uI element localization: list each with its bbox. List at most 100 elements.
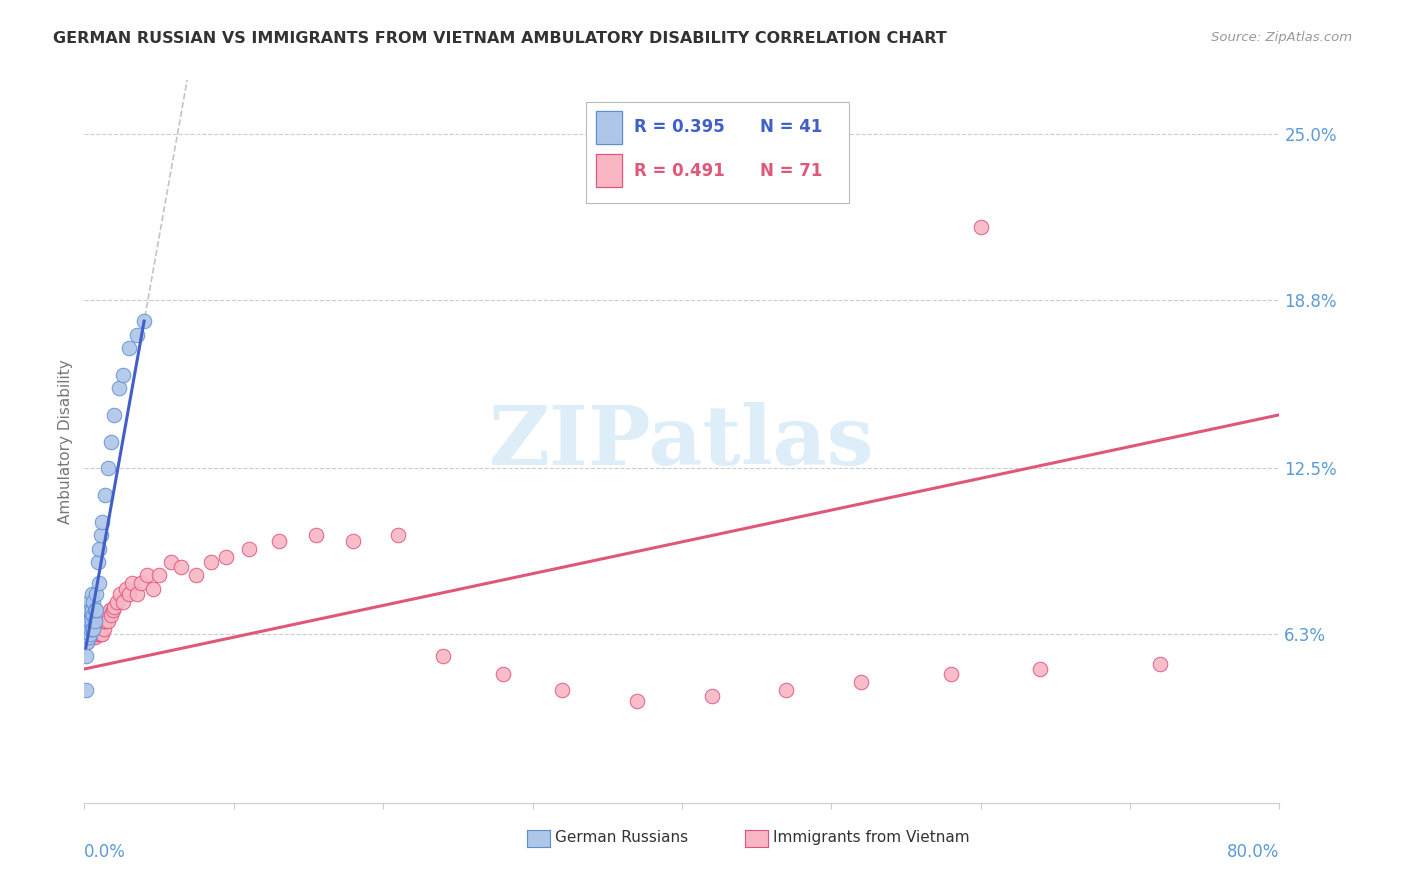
Point bbox=[77, 603, 100, 617]
Point bbox=[492, 667, 515, 681]
Text: German Russians: German Russians bbox=[555, 830, 689, 845]
Bar bbox=[596, 111, 623, 144]
Y-axis label: Ambulatory Disability: Ambulatory Disability bbox=[58, 359, 73, 524]
Text: ZIPatlas: ZIPatlas bbox=[489, 401, 875, 482]
Point bbox=[112, 595, 135, 609]
Point bbox=[90, 627, 112, 641]
Point bbox=[77, 595, 100, 609]
Text: N = 41: N = 41 bbox=[759, 119, 823, 136]
Point bbox=[125, 587, 148, 601]
Point bbox=[200, 555, 222, 569]
Point bbox=[76, 635, 98, 649]
Point bbox=[83, 614, 105, 628]
Point bbox=[100, 608, 122, 623]
Point bbox=[89, 622, 111, 636]
Point bbox=[432, 648, 454, 663]
Point bbox=[93, 614, 115, 628]
Point bbox=[83, 630, 105, 644]
Point bbox=[238, 541, 260, 556]
Point bbox=[103, 408, 125, 422]
Point bbox=[115, 582, 138, 596]
Point bbox=[77, 630, 100, 644]
Point bbox=[83, 603, 105, 617]
Point bbox=[91, 627, 114, 641]
Point bbox=[91, 515, 114, 529]
Point bbox=[267, 533, 290, 548]
Point bbox=[98, 603, 121, 617]
Point bbox=[79, 603, 101, 617]
Text: Immigrants from Vietnam: Immigrants from Vietnam bbox=[773, 830, 970, 845]
Point bbox=[103, 600, 125, 615]
Point bbox=[96, 608, 118, 623]
Point bbox=[107, 381, 129, 395]
Point bbox=[86, 616, 108, 631]
Point bbox=[77, 614, 100, 628]
Point bbox=[142, 582, 165, 596]
Point bbox=[170, 560, 193, 574]
Point bbox=[87, 619, 110, 633]
Point bbox=[79, 614, 101, 628]
Point bbox=[305, 528, 328, 542]
Point bbox=[76, 614, 98, 628]
Point bbox=[94, 488, 117, 502]
Point bbox=[79, 622, 101, 636]
Point bbox=[851, 675, 873, 690]
Point bbox=[215, 549, 238, 564]
Point bbox=[77, 622, 100, 636]
Point bbox=[129, 576, 152, 591]
Point bbox=[101, 603, 124, 617]
Point bbox=[82, 622, 104, 636]
Point bbox=[82, 608, 104, 623]
Point bbox=[100, 434, 122, 449]
Point bbox=[86, 603, 108, 617]
Point bbox=[1149, 657, 1171, 671]
Point bbox=[75, 630, 97, 644]
Point bbox=[91, 614, 114, 628]
Text: GERMAN RUSSIAN VS IMMIGRANTS FROM VIETNAM AMBULATORY DISABILITY CORRELATION CHAR: GERMAN RUSSIAN VS IMMIGRANTS FROM VIETNA… bbox=[53, 31, 948, 46]
Point bbox=[118, 587, 141, 601]
Point bbox=[342, 533, 364, 548]
Text: R = 0.395: R = 0.395 bbox=[634, 119, 725, 136]
Point bbox=[80, 622, 103, 636]
Point bbox=[1029, 662, 1052, 676]
Point bbox=[148, 568, 170, 582]
Point bbox=[89, 541, 111, 556]
Point bbox=[387, 528, 409, 542]
Point bbox=[80, 587, 103, 601]
Point bbox=[775, 683, 797, 698]
Point bbox=[132, 314, 156, 328]
Point bbox=[75, 683, 97, 698]
Point bbox=[79, 614, 101, 628]
Point bbox=[80, 603, 103, 617]
Text: 80.0%: 80.0% bbox=[1227, 843, 1279, 861]
Point bbox=[80, 630, 103, 644]
Point bbox=[86, 627, 108, 641]
Point bbox=[125, 327, 148, 342]
Point bbox=[121, 576, 143, 591]
Point bbox=[79, 627, 101, 641]
Point bbox=[700, 689, 723, 703]
Point bbox=[87, 627, 110, 641]
Text: N = 71: N = 71 bbox=[759, 161, 823, 179]
Point bbox=[83, 622, 105, 636]
Point bbox=[551, 683, 574, 698]
Point bbox=[90, 616, 112, 631]
Point bbox=[79, 622, 101, 636]
Point bbox=[86, 587, 108, 601]
Bar bbox=[596, 154, 623, 186]
Point bbox=[160, 555, 183, 569]
Point bbox=[112, 368, 135, 382]
Point bbox=[77, 630, 100, 644]
Point bbox=[76, 622, 98, 636]
Point bbox=[82, 595, 104, 609]
Point bbox=[77, 622, 100, 636]
Point bbox=[76, 627, 98, 641]
Point bbox=[97, 614, 120, 628]
Text: R = 0.491: R = 0.491 bbox=[634, 161, 725, 179]
Point bbox=[75, 648, 97, 663]
Point bbox=[90, 528, 112, 542]
Point bbox=[136, 568, 159, 582]
Point bbox=[80, 614, 103, 628]
Point bbox=[82, 619, 104, 633]
Point bbox=[89, 614, 111, 628]
